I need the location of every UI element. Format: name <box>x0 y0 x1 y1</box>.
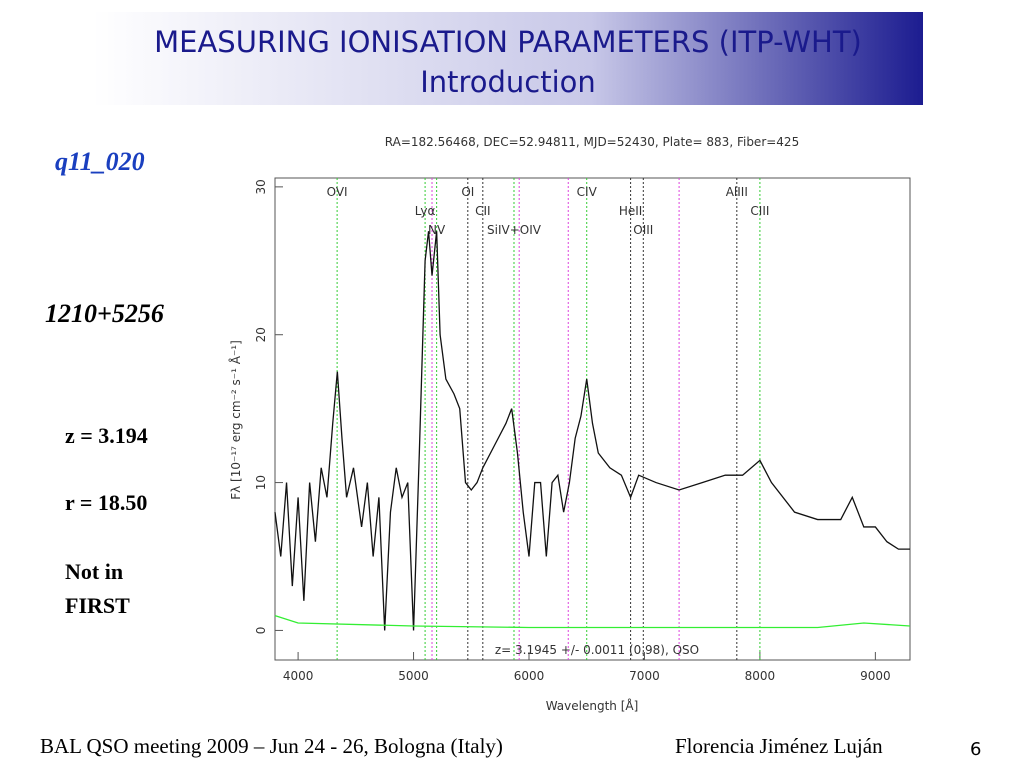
chart-title: RA=182.56468, DEC=52.94811, MJD=52430, P… <box>385 135 799 149</box>
emission-line-label: CIII <box>750 204 769 218</box>
magnitude: r = 18.50 <box>65 490 147 515</box>
y-tick-label: 20 <box>254 327 268 342</box>
x-tick-label: 4000 <box>283 669 314 683</box>
x-tick-label: 5000 <box>398 669 429 683</box>
y-axis-label: Fλ [10⁻¹⁷ erg cm⁻² s⁻¹ Å⁻¹] <box>228 340 243 500</box>
radio-note: Not in <box>65 559 123 584</box>
y-tick-label: 0 <box>254 627 268 635</box>
annotation: z= 3.1945 +/- 0.0011 (0.98), QSO <box>495 643 699 657</box>
radio-note: FIRST <box>65 593 130 618</box>
x-tick-label: 9000 <box>860 669 891 683</box>
object-id: q11_020 <box>55 147 145 176</box>
emission-line-label: OI <box>461 185 474 199</box>
emission-line-label: OVI <box>327 185 348 199</box>
title-band <box>93 12 923 105</box>
x-tick-label: 8000 <box>745 669 776 683</box>
page-number: 6 <box>970 739 981 760</box>
spectrum <box>274 231 910 631</box>
emission-line-label: NV <box>428 223 446 237</box>
subtitle: Introduction <box>420 65 596 99</box>
y-tick-label: 30 <box>254 179 268 194</box>
emission-line-label: SiIV+OIV <box>487 223 542 237</box>
footer-author: Florencia Jiménez Luján <box>675 734 883 758</box>
spectrum <box>274 615 911 629</box>
y-tick-label: 10 <box>254 475 268 490</box>
emission-line-label: CIV <box>577 185 598 199</box>
object-name: 1210+5256 <box>45 299 164 328</box>
emission-line-label: CII <box>475 204 490 218</box>
emission-line-label: Lyα <box>415 204 436 218</box>
x-tick-label: 7000 <box>629 669 660 683</box>
x-tick-label: 6000 <box>514 669 545 683</box>
emission-line-label: AlIII <box>726 185 748 199</box>
title: MEASURING IONISATION PARAMETERS (ITP-WHT… <box>154 25 862 59</box>
emission-line-label: OIII <box>633 223 653 237</box>
plot-frame <box>274 177 911 661</box>
redshift: z = 3.194 <box>65 423 148 448</box>
x-axis-label: Wavelength [Å] <box>546 698 639 713</box>
footer: BAL QSO meeting 2009 – Jun 24 - 26, Bolo… <box>40 734 503 758</box>
emission-line-label: HeII <box>619 204 642 218</box>
